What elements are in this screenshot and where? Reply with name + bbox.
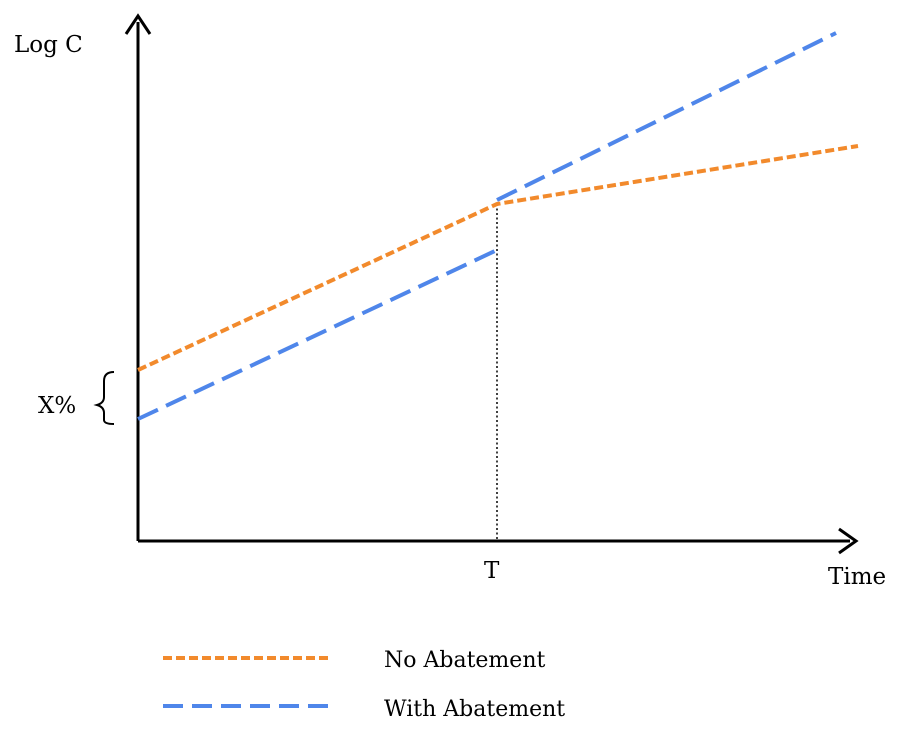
with-abatement-line-before-t	[137, 248, 498, 421]
no-abatement-line	[137, 144, 859, 372]
legend-with-abatement-label: With Abatement	[384, 697, 565, 722]
x-axis-arrowhead	[838, 527, 859, 555]
gap-label: X%	[38, 393, 76, 419]
y-axis-arrowhead	[124, 13, 152, 35]
with-abatement-line-after-t	[496, 31, 837, 202]
legend: No Abatement With Abatement	[163, 648, 565, 722]
x-axis-label: Time	[828, 564, 886, 590]
y-axis-label: Log C	[14, 32, 83, 58]
legend-no-abatement-label: No Abatement	[384, 648, 545, 673]
gap-brace	[93, 371, 115, 425]
t-label: T	[484, 558, 500, 584]
